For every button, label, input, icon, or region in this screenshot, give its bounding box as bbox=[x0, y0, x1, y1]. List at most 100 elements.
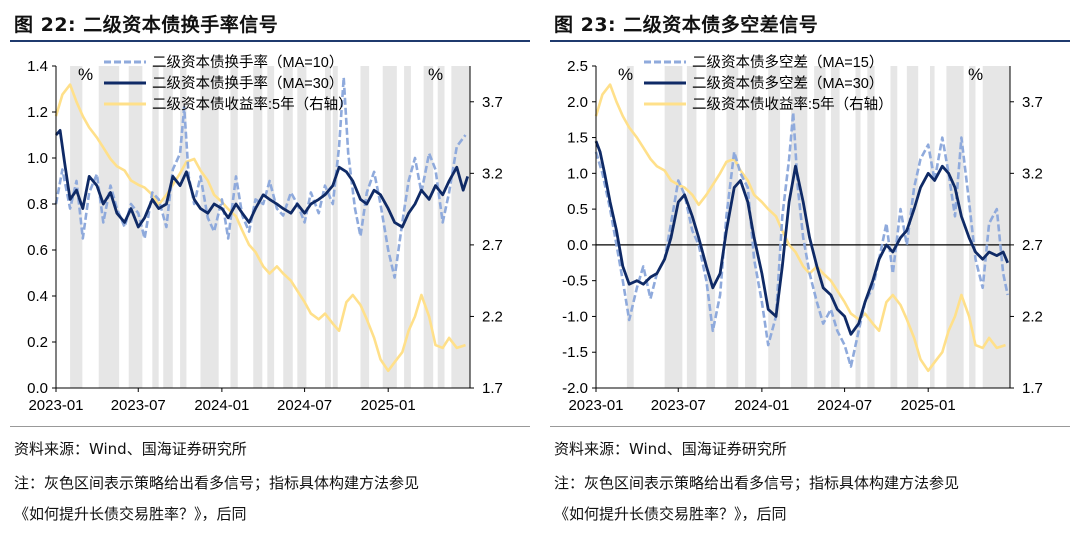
y2-tick-label: 2.7 bbox=[482, 237, 503, 254]
method-note: 注：灰色区间表示策略给出看多信号；指标具体构建方法参见 bbox=[554, 474, 960, 492]
y-tick-label: 0.0 bbox=[567, 237, 588, 254]
y-tick-label: 0.8 bbox=[27, 196, 48, 213]
x-tick-label: 2025-01 bbox=[361, 397, 416, 414]
chart-panel-longshort: 图 23: 二级资本债多空差信号 -2.0 -1.5 -1.0 -0.5 0.0 0.5 1… bbox=[540, 0, 1080, 538]
x-tick-label: 2024-07 bbox=[277, 397, 332, 414]
method-note-cont: 《如何提升长债交易胜率？》，后同 bbox=[14, 505, 247, 523]
signal-shade bbox=[768, 66, 781, 388]
signal-shade bbox=[626, 66, 634, 388]
signal-shade bbox=[706, 66, 716, 388]
signal-shade bbox=[890, 66, 898, 388]
title-rule bbox=[10, 40, 530, 42]
signal-shade bbox=[128, 66, 143, 388]
signal-shade bbox=[814, 66, 826, 388]
x-tick-label: 2023-07 bbox=[651, 397, 706, 414]
signal-shade bbox=[163, 66, 173, 388]
y-tick-label: 0.4 bbox=[27, 288, 48, 305]
y-tick-label: 1.5 bbox=[567, 130, 588, 147]
x-tick-label: 2023-01 bbox=[28, 397, 83, 414]
signal-shade bbox=[98, 66, 120, 388]
series-line bbox=[54, 129, 470, 229]
y-tick-label: -1.0 bbox=[562, 308, 588, 325]
long-short-chart: -2.0 -1.5 -1.0 -0.5 0.0 0.5 1.0 1.5 2.0 2.5 1.7 2.2… bbox=[562, 54, 1043, 414]
y-tick-label: -1.5 bbox=[562, 344, 588, 361]
x-tick-label: 2024-01 bbox=[734, 397, 789, 414]
y-tick-label: 1.0 bbox=[567, 165, 588, 182]
signal-shade bbox=[982, 66, 1010, 388]
legend-label: 二级资本债收益率:5年（右轴） bbox=[152, 96, 353, 113]
signal-shade bbox=[382, 66, 397, 388]
legend-label: 二级资本债多空差（MA=15） bbox=[692, 54, 883, 71]
y2-tick-label: 2.2 bbox=[1022, 308, 1043, 325]
signal-shade bbox=[437, 66, 445, 388]
y2-tick-label: 3.7 bbox=[482, 94, 503, 111]
signal-shade bbox=[867, 66, 875, 388]
signal-shade bbox=[404, 66, 411, 388]
left-unit-label: % bbox=[78, 65, 93, 84]
y-tick-label: -2.0 bbox=[562, 380, 588, 397]
signal-shade bbox=[253, 66, 263, 388]
x-tick-label: 2024-01 bbox=[194, 397, 249, 414]
signal-shade bbox=[70, 66, 83, 388]
y2-tick-label: 1.7 bbox=[482, 380, 503, 397]
signal-shade bbox=[906, 66, 919, 388]
chart-title: 图 22: 二级资本债换手率信号 bbox=[14, 14, 279, 36]
signal-shade bbox=[283, 66, 293, 388]
x-tick-label: 2025-01 bbox=[901, 397, 956, 414]
source-note: 资料来源：Wind、国海证券研究所 bbox=[554, 440, 787, 458]
y-tick-label: 1.0 bbox=[27, 150, 48, 167]
signal-shade bbox=[930, 66, 935, 388]
y2-tick-label: 3.7 bbox=[1022, 94, 1043, 111]
chart-title: 图 23: 二级资本债多空差信号 bbox=[554, 14, 819, 36]
signal-shade bbox=[267, 66, 275, 388]
chart-panel-turnover: 图 22: 二级资本债换手率信号 0.0 0.2 0.4 0.6 0.8 1.0 1.2 1.… bbox=[10, 14, 530, 523]
signal-shade bbox=[297, 66, 307, 388]
right-unit-label: % bbox=[968, 65, 983, 84]
y-tick-label: 0.5 bbox=[567, 201, 588, 218]
y-tick-label: 2.5 bbox=[567, 58, 588, 75]
turnover-chart: 0.0 0.2 0.4 0.6 0.8 1.0 1.2 1.4 1.7 2.2 2.7 3.2 3.7 2… bbox=[27, 54, 503, 414]
series-line bbox=[594, 140, 1009, 336]
y-tick-label: 1.2 bbox=[27, 104, 48, 121]
y-tick-label: 0.2 bbox=[27, 334, 48, 351]
y-tick-label: -0.5 bbox=[562, 273, 588, 290]
signal-shade bbox=[200, 66, 219, 388]
y2-tick-label: 2.2 bbox=[482, 308, 503, 325]
y-tick-label: 1.4 bbox=[27, 58, 48, 75]
y2-tick-label: 3.2 bbox=[482, 165, 503, 182]
y2-tick-label: 1.7 bbox=[1022, 380, 1043, 397]
y-tick-label: 0.6 bbox=[27, 242, 48, 259]
footer-rule bbox=[10, 426, 530, 427]
series-line bbox=[54, 83, 466, 373]
signal-shade bbox=[360, 66, 370, 388]
signal-shade bbox=[152, 66, 159, 388]
signal-shade bbox=[830, 66, 840, 388]
method-note: 注：灰色区间表示策略给出看多信号；指标具体构建方法参见 bbox=[14, 474, 420, 492]
y2-tick-label: 3.2 bbox=[1022, 165, 1043, 182]
footer-rule bbox=[550, 426, 1070, 427]
legend-label: 二级资本债换手率（MA=10） bbox=[152, 54, 343, 71]
signal-shade bbox=[230, 66, 238, 388]
signal-shade bbox=[451, 66, 470, 388]
legend-label: 二级资本债换手率（MA=30） bbox=[152, 75, 343, 92]
x-tick-label: 2023-07 bbox=[111, 397, 166, 414]
signal-shade bbox=[423, 66, 434, 388]
signal-shade bbox=[332, 66, 338, 388]
left-unit-label: % bbox=[618, 65, 633, 84]
y-tick-label: 2.0 bbox=[567, 94, 588, 111]
signal-shade bbox=[726, 66, 739, 388]
x-tick-label: 2024-07 bbox=[817, 397, 872, 414]
signal-shade bbox=[855, 66, 861, 388]
y2-tick-label: 2.7 bbox=[1022, 237, 1043, 254]
legend-label: 二级资本债收益率:5年（右轴） bbox=[692, 96, 893, 113]
right-unit-label: % bbox=[428, 65, 443, 84]
source-note: 资料来源：Wind、国海证券研究所 bbox=[14, 440, 247, 458]
y-tick-label: 0.0 bbox=[27, 380, 48, 397]
series-line bbox=[594, 83, 1006, 373]
method-note-cont: 《如何提升长债交易胜率？》，后同 bbox=[554, 505, 787, 523]
legend-label: 二级资本债多空差（MA=30） bbox=[692, 75, 883, 92]
x-tick-label: 2023-01 bbox=[568, 397, 623, 414]
signal-shade bbox=[180, 66, 187, 388]
title-rule bbox=[550, 40, 1070, 42]
signal-shade bbox=[325, 66, 331, 388]
